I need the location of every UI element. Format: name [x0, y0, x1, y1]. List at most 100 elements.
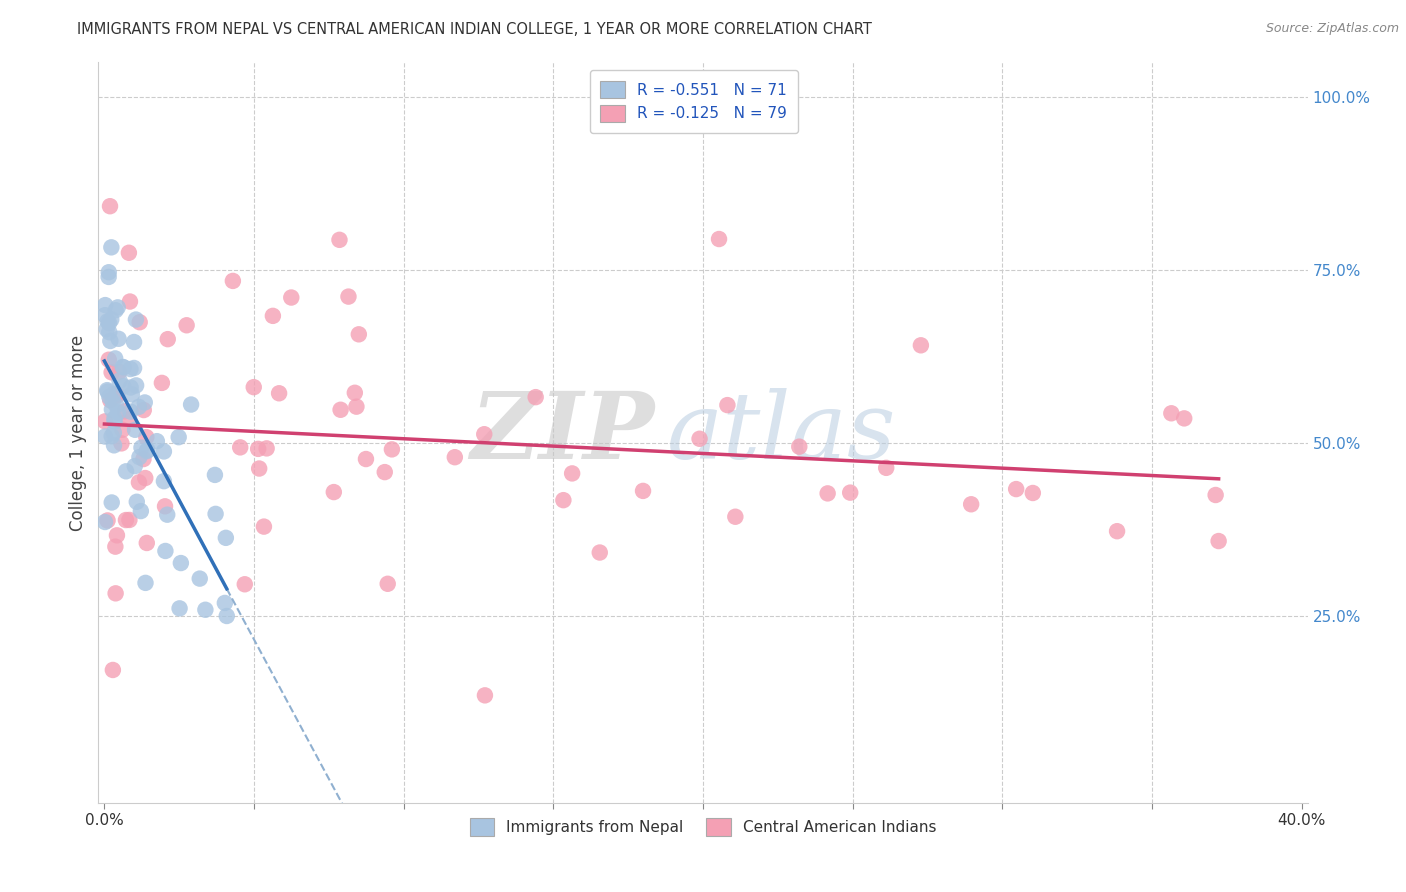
- Point: [1208, 534, 1230, 549]
- Point: [97, 352, 120, 367]
- Point: [524, 390, 547, 404]
- Point: [120, 362, 142, 376]
- Point: [1160, 406, 1182, 420]
- Point: [146, 434, 169, 449]
- Point: [96, 314, 118, 328]
- Point: [124, 459, 146, 474]
- Point: [170, 556, 193, 570]
- Point: [472, 427, 495, 442]
- Point: [104, 415, 127, 429]
- Point: [153, 444, 176, 458]
- Point: [443, 450, 465, 465]
- Point: [329, 402, 352, 417]
- Point: [381, 442, 404, 457]
- Point: [214, 596, 236, 610]
- Text: IMMIGRANTS FROM NEPAL VS CENTRAL AMERICAN INDIAN COLLEGE, 1 YEAR OR MORE CORRELA: IMMIGRANTS FROM NEPAL VS CENTRAL AMERICA…: [77, 22, 872, 37]
- Point: [156, 508, 179, 522]
- Point: [724, 509, 747, 524]
- Point: [120, 380, 142, 394]
- Point: [110, 436, 132, 450]
- Point: [128, 450, 150, 464]
- Text: Source: ZipAtlas.com: Source: ZipAtlas.com: [1265, 22, 1399, 36]
- Y-axis label: College, 1 year or more: College, 1 year or more: [69, 334, 87, 531]
- Point: [111, 359, 134, 374]
- Point: [374, 465, 396, 479]
- Point: [104, 586, 127, 600]
- Point: [153, 500, 176, 514]
- Point: [124, 423, 146, 437]
- Point: [100, 240, 122, 254]
- Point: [115, 513, 138, 527]
- Point: [135, 444, 157, 458]
- Legend: Immigrants from Nepal, Central American Indians: Immigrants from Nepal, Central American …: [461, 810, 945, 843]
- Point: [233, 577, 256, 591]
- Point: [103, 387, 125, 401]
- Point: [707, 232, 730, 246]
- Point: [134, 395, 156, 409]
- Point: [104, 303, 127, 318]
- Point: [108, 365, 131, 379]
- Point: [155, 544, 177, 558]
- Point: [343, 385, 366, 400]
- Point: [169, 601, 191, 615]
- Point: [128, 400, 150, 414]
- Point: [188, 572, 211, 586]
- Point: [1022, 486, 1045, 500]
- Point: [97, 384, 120, 399]
- Point: [716, 398, 738, 412]
- Point: [125, 312, 148, 326]
- Point: [118, 513, 141, 527]
- Point: [122, 334, 145, 349]
- Point: [910, 338, 932, 352]
- Point: [105, 387, 128, 401]
- Point: [118, 412, 141, 426]
- Point: [98, 199, 121, 213]
- Point: [280, 291, 302, 305]
- Point: [96, 383, 118, 397]
- Point: [101, 402, 124, 417]
- Point: [134, 471, 156, 485]
- Point: [1173, 411, 1195, 425]
- Point: [167, 430, 190, 444]
- Point: [215, 609, 238, 624]
- Point: [153, 474, 176, 488]
- Point: [1107, 524, 1129, 539]
- Point: [97, 269, 120, 284]
- Point: [104, 540, 127, 554]
- Point: [96, 513, 118, 527]
- Point: [111, 423, 134, 437]
- Point: [107, 332, 129, 346]
- Point: [103, 411, 125, 425]
- Point: [222, 274, 245, 288]
- Text: ZIP: ZIP: [471, 388, 655, 477]
- Point: [132, 452, 155, 467]
- Point: [114, 404, 136, 418]
- Point: [98, 393, 121, 408]
- Point: [125, 378, 148, 392]
- Point: [107, 406, 129, 420]
- Point: [128, 475, 150, 490]
- Point: [176, 318, 198, 333]
- Point: [105, 528, 128, 542]
- Point: [875, 460, 897, 475]
- Point: [377, 576, 399, 591]
- Point: [104, 351, 127, 366]
- Point: [115, 464, 138, 478]
- Point: [112, 379, 135, 393]
- Point: [101, 394, 124, 409]
- Point: [1005, 482, 1028, 496]
- Point: [105, 389, 128, 403]
- Point: [105, 398, 128, 412]
- Point: [839, 485, 862, 500]
- Point: [242, 380, 264, 394]
- Point: [256, 442, 278, 456]
- Point: [96, 322, 118, 336]
- Point: [128, 315, 150, 329]
- Point: [94, 515, 117, 529]
- Point: [98, 325, 121, 339]
- Point: [103, 425, 125, 440]
- Point: [346, 400, 368, 414]
- Point: [108, 374, 131, 388]
- Point: [134, 575, 156, 590]
- Point: [347, 327, 370, 342]
